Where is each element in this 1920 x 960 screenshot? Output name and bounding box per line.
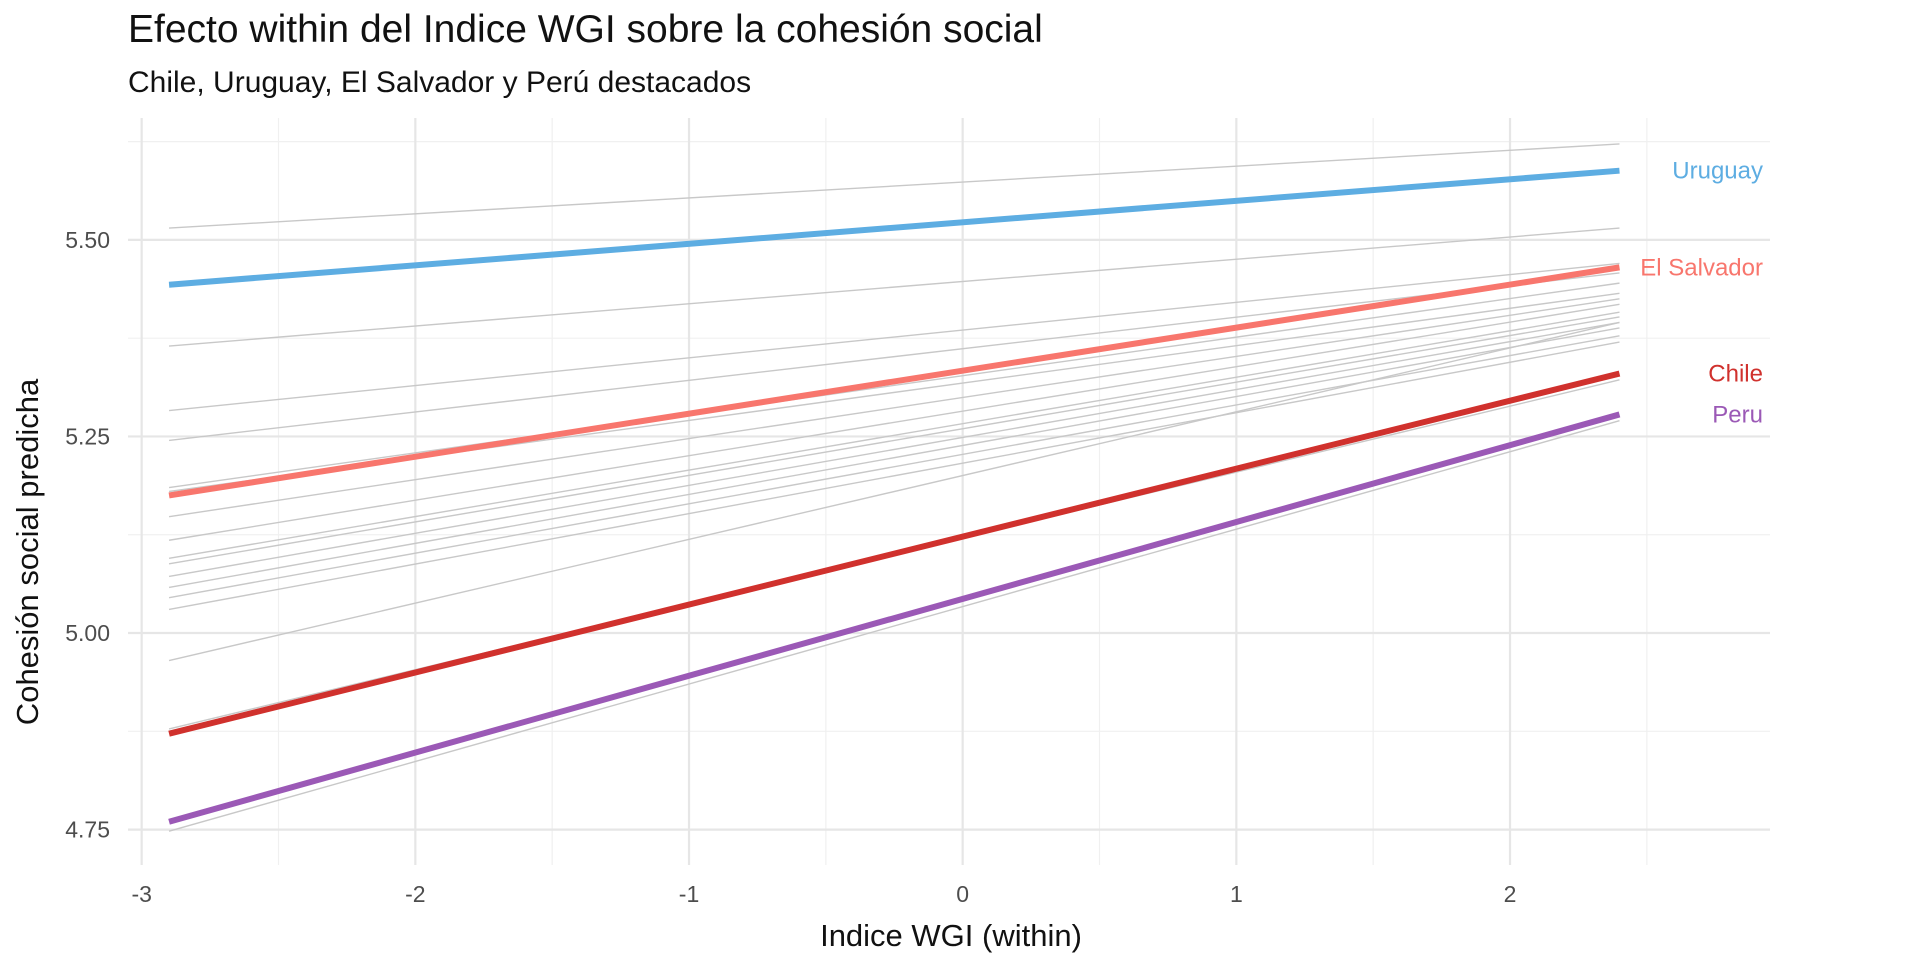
background-series-line [168, 282, 1620, 489]
minor-grid [128, 118, 1770, 865]
x-tick-label: -2 [405, 881, 425, 907]
x-axis-ticks: -3 -2 -1 0 1 2 [131, 881, 1516, 907]
background-series-line [168, 298, 1620, 518]
series-line-peru [168, 411, 1621, 825]
series-label-el-salvador: El Salvador [1640, 254, 1763, 281]
series-label-peru: Peru [1712, 401, 1763, 428]
background-series-line [168, 311, 1620, 560]
x-tick-label: -1 [679, 881, 699, 907]
y-axis-title: Cohesión social predicha [10, 378, 45, 725]
series-label-chile: Chile [1708, 361, 1763, 388]
major-grid [128, 118, 1770, 865]
background-series-line [168, 321, 1620, 578]
x-tick-label: 0 [956, 881, 969, 907]
background-series-line [168, 272, 1620, 442]
x-tick-label: -3 [131, 881, 151, 907]
series-line-uruguay [168, 167, 1620, 288]
x-tick-label: 1 [1230, 881, 1243, 907]
series-labels: Uruguay El Salvador Chile Peru [1640, 158, 1763, 429]
chart-subtitle: Chile, Uruguay, El Salvador y Perú desta… [128, 66, 752, 99]
background-series-line [168, 227, 1620, 347]
x-axis-title: Indice WGI (within) [820, 918, 1082, 953]
y-axis-ticks: 4.75 5.00 5.25 5.50 [65, 227, 110, 843]
background-series-line [169, 143, 1620, 229]
background-series-line [168, 316, 1620, 565]
series-label-uruguay: Uruguay [1672, 158, 1763, 185]
series-line-el-salvador [168, 264, 1620, 499]
x-tick-label: 2 [1504, 881, 1517, 907]
y-tick-label: 4.75 [65, 817, 110, 843]
y-tick-label: 5.00 [65, 620, 110, 646]
chart-title: Efecto within del Indice WGI sobre la co… [128, 8, 1043, 51]
background-series-line [168, 303, 1620, 541]
background-series-line [168, 262, 1620, 412]
background-series-line [168, 321, 1620, 662]
y-tick-label: 5.25 [65, 423, 110, 449]
background-series-line [168, 341, 1620, 611]
background-series [168, 143, 1620, 832]
highlighted-series [168, 167, 1621, 825]
series-line-chile [168, 370, 1621, 737]
background-series-line [168, 420, 1620, 832]
background-series-line [168, 327, 1620, 589]
background-series-line [168, 335, 1620, 599]
y-tick-label: 5.50 [65, 227, 110, 253]
